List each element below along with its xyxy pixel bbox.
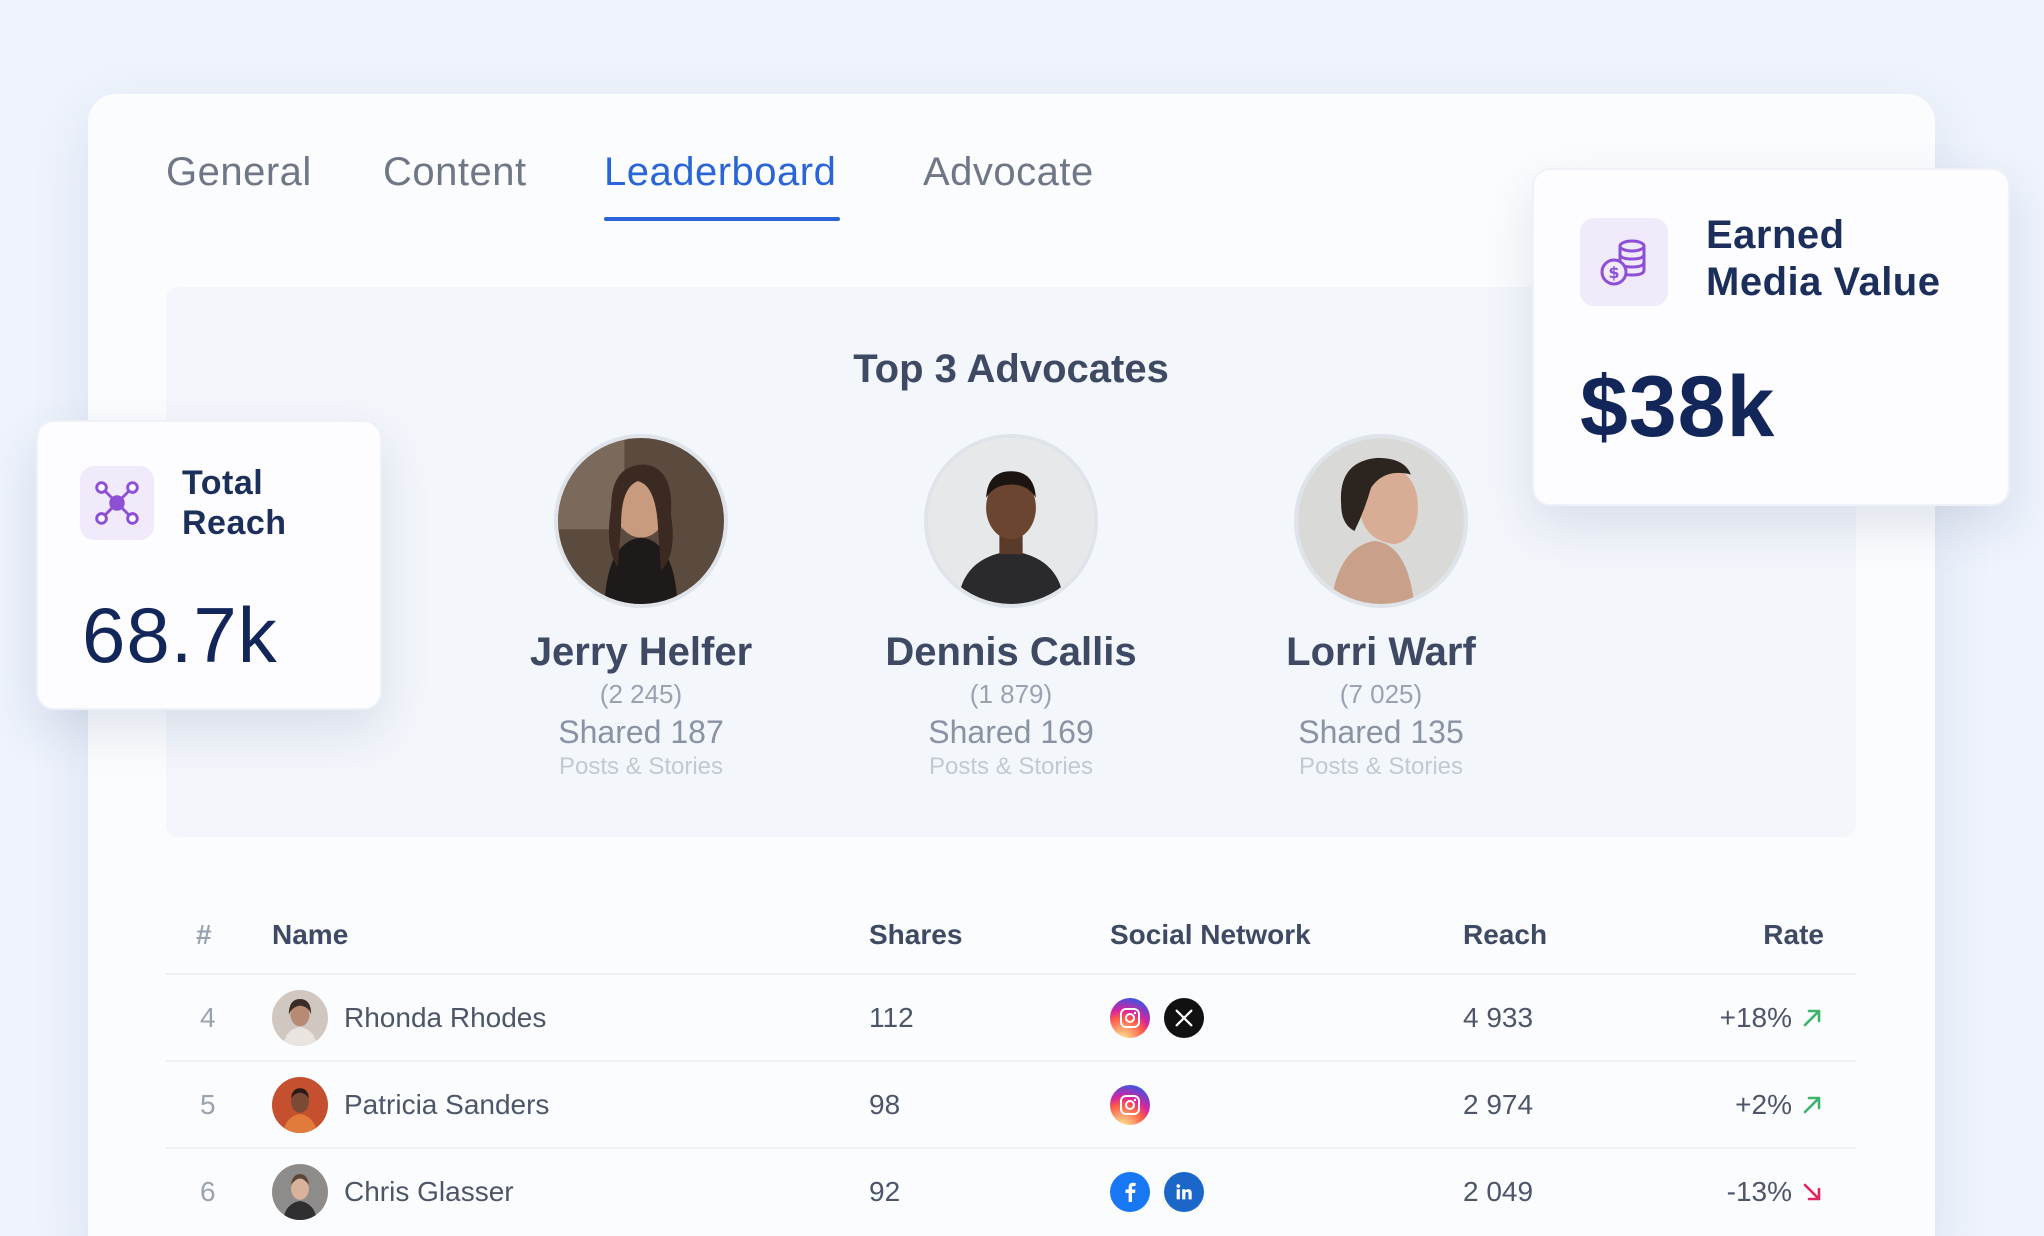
advocate-photo bbox=[1294, 434, 1468, 608]
row-user: Rhonda Rhodes bbox=[272, 975, 546, 1060]
avatar bbox=[272, 989, 328, 1046]
total-reach-value: 68.7k bbox=[82, 591, 278, 679]
advocate-shared-count: Shared 169 bbox=[928, 714, 1094, 750]
row-reach: 2 049 bbox=[1463, 1175, 1534, 1207]
table-row[interactable]: 6 Chris Glasser 92 2 049 -13% bbox=[166, 1147, 1856, 1234]
avatar bbox=[272, 1163, 328, 1220]
instagram-icon[interactable] bbox=[1110, 997, 1150, 1038]
advocate-photo bbox=[924, 434, 1098, 608]
top-advocate-card[interactable]: Lorri Warf (7 025) Shared 135 Posts & St… bbox=[1191, 434, 1571, 781]
earned-media-value: $38k bbox=[1580, 359, 1776, 455]
tab-general[interactable]: General bbox=[166, 150, 312, 194]
svg-text:$: $ bbox=[1608, 263, 1619, 282]
row-name: Rhonda Rhodes bbox=[344, 1001, 547, 1033]
advocate-shared-caption: Posts & Stories bbox=[1298, 753, 1464, 780]
name-column-header[interactable]: Name bbox=[272, 919, 349, 950]
total-reach-label-line2: Reach bbox=[182, 503, 287, 542]
earned-media-label-line2: Media Value bbox=[1706, 259, 1941, 304]
table-row[interactable]: 5 Patricia Sanders 98 2 974 +2% bbox=[166, 1060, 1856, 1147]
earned-media-label-line1: Earned bbox=[1706, 213, 1845, 257]
trend-up-icon bbox=[1800, 1006, 1824, 1030]
advocate-name: Lorri Warf bbox=[1286, 630, 1476, 674]
linkedin-icon[interactable] bbox=[1164, 1171, 1204, 1212]
table-row[interactable]: 4 Rhonda Rhodes 112 4 933 +18% bbox=[166, 973, 1856, 1060]
row-rank: 6 bbox=[200, 1175, 216, 1207]
advocate-points: (7 025) bbox=[1339, 679, 1423, 709]
total-reach-label-line1: Total bbox=[182, 464, 264, 502]
instagram-icon[interactable] bbox=[1110, 1084, 1150, 1125]
advocate-shared-count: Shared 135 bbox=[1298, 714, 1464, 750]
trend-up-icon bbox=[1800, 1093, 1824, 1117]
row-reach: 2 974 bbox=[1463, 1088, 1534, 1120]
row-networks bbox=[1110, 975, 1218, 1060]
tab-advocate[interactable]: Advocate bbox=[923, 150, 1094, 194]
rank-column-header[interactable]: # bbox=[196, 919, 212, 950]
total-reach-card: Total Reach 68.7k bbox=[36, 420, 382, 710]
row-user: Patricia Sanders bbox=[272, 1062, 549, 1147]
advocate-name: Dennis Callis bbox=[885, 630, 1137, 674]
total-reach-label: Total Reach bbox=[182, 464, 287, 544]
top-advocates-title: Top 3 Advocates bbox=[853, 347, 1169, 391]
row-shares: 112 bbox=[869, 1001, 914, 1033]
row-rate: +18% bbox=[1720, 975, 1824, 1060]
row-networks bbox=[1110, 1149, 1218, 1234]
row-rate: +2% bbox=[1735, 1062, 1824, 1147]
row-shares: 98 bbox=[869, 1088, 901, 1120]
advocate-shared-caption: Posts & Stories bbox=[928, 753, 1094, 780]
earned-media-label: Earned Media Value bbox=[1706, 212, 1940, 306]
row-shares: 92 bbox=[869, 1175, 901, 1207]
tab-leaderboard[interactable]: Leaderboard bbox=[604, 150, 841, 221]
facebook-icon[interactable] bbox=[1110, 1171, 1150, 1212]
row-networks bbox=[1110, 1062, 1164, 1147]
social-network-column-header[interactable]: Social Network bbox=[1110, 919, 1311, 950]
top-advocate-card[interactable]: Dennis Callis (1 879) Shared 169 Posts &… bbox=[821, 434, 1201, 781]
top-advocate-card[interactable]: Jerry Helfer (2 245) Shared 187 Posts & … bbox=[451, 434, 831, 781]
x-icon[interactable] bbox=[1164, 997, 1204, 1038]
coins-icon: $ bbox=[1580, 218, 1668, 306]
row-rank: 5 bbox=[200, 1088, 216, 1120]
rate-value: -13% bbox=[1726, 1175, 1792, 1207]
rate-value: +18% bbox=[1719, 1001, 1792, 1033]
leaderboard-table-header: # Name Shares Social Network Reach Rate bbox=[166, 905, 1856, 975]
earned-media-value-card: $ Earned Media Value $38k bbox=[1532, 168, 2010, 506]
advocate-points: (2 245) bbox=[599, 679, 683, 709]
tab-content[interactable]: Content bbox=[383, 150, 527, 194]
advocate-points: (1 879) bbox=[969, 679, 1053, 709]
reach-column-header[interactable]: Reach bbox=[1463, 919, 1548, 950]
network-icon bbox=[80, 466, 154, 540]
row-rate: -13% bbox=[1727, 1149, 1824, 1234]
row-name: Patricia Sanders bbox=[344, 1088, 550, 1120]
advocate-shared-count: Shared 187 bbox=[558, 714, 724, 750]
advocate-shared-caption: Posts & Stories bbox=[558, 753, 724, 780]
trend-down-icon bbox=[1800, 1180, 1824, 1204]
avatar bbox=[272, 1076, 328, 1133]
shares-column-header[interactable]: Shares bbox=[869, 919, 963, 950]
rate-value: +2% bbox=[1735, 1088, 1792, 1120]
advocate-name: Jerry Helfer bbox=[529, 630, 753, 674]
row-reach: 4 933 bbox=[1463, 1001, 1534, 1033]
row-user: Chris Glasser bbox=[272, 1149, 514, 1234]
rate-column-header[interactable]: Rate bbox=[1763, 919, 1824, 950]
advocate-photo bbox=[554, 434, 728, 608]
row-rank: 4 bbox=[200, 1001, 216, 1033]
row-name: Chris Glasser bbox=[344, 1175, 514, 1207]
